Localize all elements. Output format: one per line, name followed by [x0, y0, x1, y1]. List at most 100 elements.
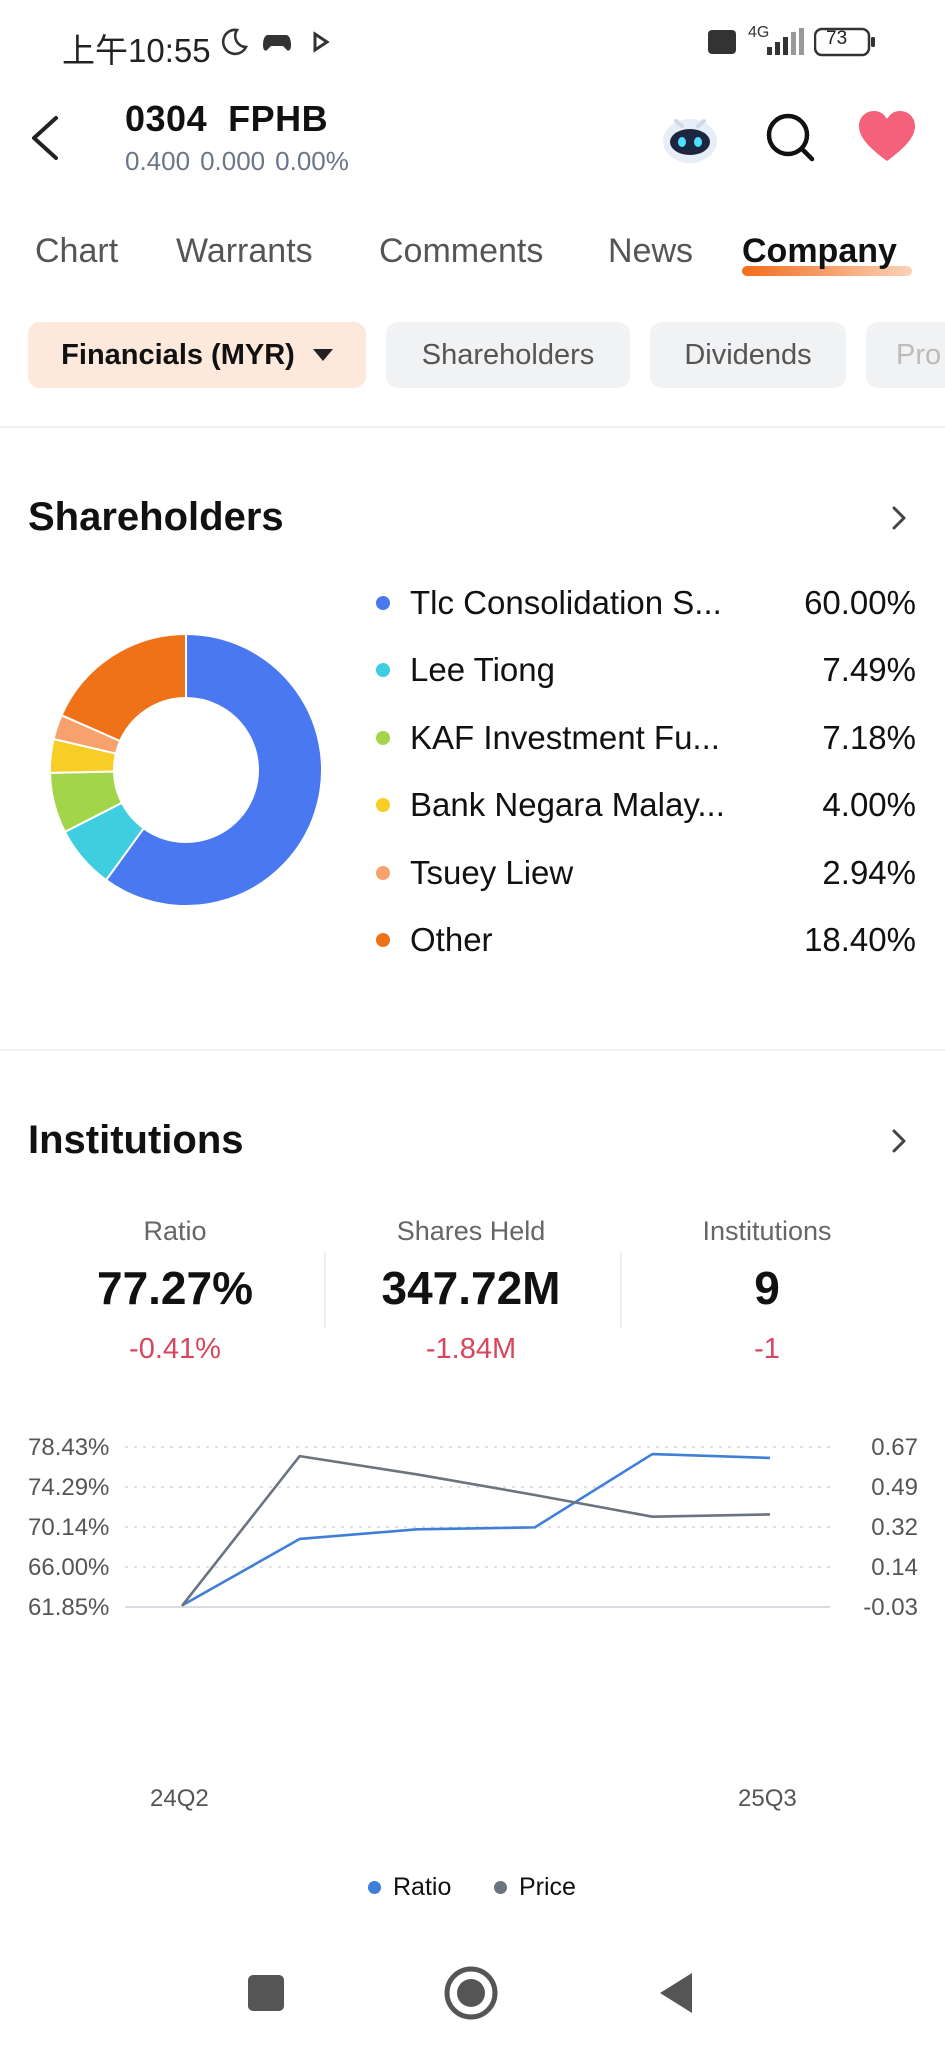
y-left-tick-label: 61.85% — [28, 1594, 110, 1621]
shareholder-row: Tsuey Liew 2.94% — [376, 853, 916, 893]
chip-profile[interactable]: Pro — [866, 322, 945, 388]
stock-name: FPHB — [228, 98, 329, 139]
institutions-title: Institutions — [28, 1118, 244, 1162]
search-icon[interactable] — [758, 105, 822, 169]
stat-divider — [620, 1252, 622, 1328]
y-right-tick-label: 0.49 — [871, 1474, 918, 1501]
shareholder-pct: 18.40% — [804, 921, 916, 958]
legend-price: Price — [494, 1873, 576, 1902]
chevron-right-icon[interactable] — [886, 498, 912, 538]
shareholders-donut-chart — [49, 632, 323, 907]
chip-shareholders[interactable]: Shareholders — [386, 322, 630, 388]
battery-level: 73 — [826, 28, 848, 49]
shareholder-row: Lee Tiong 7.49% — [376, 650, 916, 690]
financials-dropdown[interactable]: Financials (MYR) — [28, 322, 366, 388]
shareholder-name: Tsuey Liew — [410, 853, 574, 891]
shareholder-name: Bank Negara Malay... — [410, 786, 725, 824]
divider — [0, 1049, 945, 1051]
stat-change: -0.41% — [129, 1333, 221, 1365]
status-bar: 上午10:55 4G 73 — [0, 0, 945, 90]
y-right-tick-label: 0.67 — [871, 1434, 918, 1461]
caret-down-icon — [312, 349, 333, 361]
back-button[interactable] — [22, 110, 74, 166]
back-nav-button[interactable] — [648, 1963, 708, 2023]
stat-shares-held: Shares Held 347.72M -1.84M — [341, 1216, 601, 1366]
y-left-tick-label: 74.29% — [28, 1474, 110, 1501]
stat-divider — [324, 1252, 326, 1328]
stat-value: 9 — [754, 1262, 780, 1314]
legend-dot — [376, 730, 390, 745]
tab-chart[interactable]: Chart — [35, 232, 119, 270]
stat-label: Ratio — [143, 1216, 207, 1246]
legend-dot — [376, 798, 390, 813]
institutions-line-chart — [125, 1446, 830, 1608]
shareholder-name: Other — [410, 921, 493, 958]
stat-ratio: Ratio 77.27% -0.41% — [45, 1216, 305, 1366]
shareholder-pct: 7.18% — [822, 718, 916, 756]
legend-label: Ratio — [393, 1873, 452, 1901]
y-left-tick-label: 70.14% — [28, 1514, 110, 1541]
tab-warrants[interactable]: Warrants — [176, 232, 313, 270]
x-tick-label: 25Q3 — [738, 1785, 797, 1812]
y-right-tick-label: 0.32 — [871, 1514, 918, 1541]
shareholder-row: Bank Negara Malay... 4.00% — [376, 785, 916, 825]
home-button[interactable] — [441, 1963, 501, 2023]
stat-change: -1 — [754, 1333, 780, 1365]
series-line-ratio — [181, 1452, 771, 1607]
y-left-tick-label: 66.00% — [28, 1554, 110, 1581]
stock-quote: 0.400 0.000 0.00% — [125, 146, 359, 177]
stat-change: -1.84M — [425, 1333, 517, 1365]
chevron-right-icon[interactable] — [886, 1121, 912, 1161]
status-time: 上午10:55 — [62, 32, 211, 69]
recent-apps-button[interactable] — [236, 1963, 296, 2023]
shareholder-pct: 7.49% — [822, 651, 916, 689]
shareholder-row: Tlc Consolidation S... 60.00% — [376, 583, 916, 623]
shareholder-name: Lee Tiong — [410, 651, 555, 689]
shareholder-pct: 2.94% — [822, 853, 916, 891]
tab-news[interactable]: News — [608, 232, 694, 270]
robot-assistant-icon[interactable] — [658, 105, 722, 169]
legend-dot — [376, 596, 390, 610]
legend-label: Price — [519, 1873, 576, 1901]
donut-slice — [104, 632, 323, 907]
legend-dot — [376, 865, 390, 880]
moon-icon — [216, 26, 250, 58]
network-label: 4G — [748, 24, 770, 41]
shareholder-name: Tlc Consolidation S... — [410, 584, 722, 621]
shareholders-title: Shareholders — [28, 495, 284, 539]
chip-dividends[interactable]: Dividends — [650, 322, 846, 388]
shareholder-name: KAF Investment Fu... — [410, 718, 720, 756]
play-icon — [306, 26, 336, 58]
shareholder-row: KAF Investment Fu... 7.18% — [376, 718, 916, 758]
series-line-price — [180, 1454, 771, 1607]
favorite-heart-icon[interactable] — [855, 105, 919, 169]
stock-change-pct: 0.00% — [275, 146, 349, 176]
x-tick-label: 24Q2 — [150, 1785, 209, 1812]
y-right-tick-label: 0.14 — [871, 1554, 918, 1581]
signal-icon — [744, 26, 806, 58]
shareholder-pct: 4.00% — [822, 786, 916, 824]
shareholder-row: Other 18.40% — [376, 920, 916, 960]
stat-value: 77.27% — [96, 1262, 253, 1314]
financials-label: Financials (MYR) — [61, 338, 295, 371]
stock-title: 0304 FPHB — [125, 98, 328, 140]
stock-change: 0.000 — [200, 146, 266, 176]
legend-dot — [376, 933, 390, 947]
legend-dot — [376, 663, 390, 678]
y-left-tick-label: 78.43% — [28, 1434, 110, 1461]
donut-slice — [60, 632, 187, 743]
stat-label: Institutions — [702, 1216, 832, 1246]
gamepad-icon — [260, 26, 294, 58]
stat-institutions: Institutions 9 -1 — [637, 1216, 897, 1366]
legend-dot — [494, 1881, 507, 1894]
divider — [0, 426, 945, 428]
legend-ratio: Ratio — [368, 1873, 451, 1902]
active-tab-indicator — [742, 266, 912, 276]
tab-company[interactable]: Company — [742, 232, 897, 270]
stock-price: 0.400 — [125, 146, 191, 176]
stat-value: 347.72M — [381, 1262, 561, 1314]
tab-comments[interactable]: Comments — [379, 232, 544, 270]
y-right-tick-label: -0.03 — [863, 1594, 918, 1621]
shareholder-pct: 60.00% — [804, 584, 916, 621]
stat-label: Shares Held — [396, 1216, 546, 1246]
